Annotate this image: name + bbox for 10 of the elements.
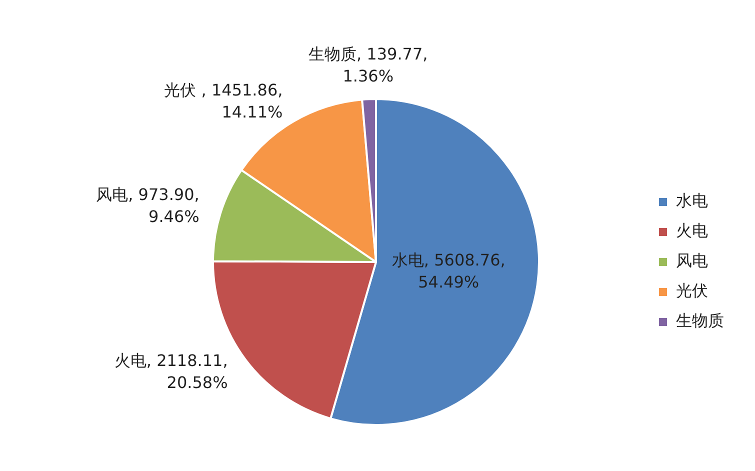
data-label: 生物质, 139.77, 1.36%: [308, 44, 428, 86]
data-label: 火电, 2118.11, 20.58%: [114, 350, 228, 392]
data-label: 风电, 973.90, 9.46%: [96, 185, 200, 226]
legend-label: 火电: [676, 221, 708, 240]
legend-label: 光伏: [676, 281, 708, 300]
legend-label: 风电: [676, 251, 708, 270]
data-label: 光伏 , 1451.86, 14.11%: [164, 80, 283, 122]
legend-label: 生物质: [676, 311, 724, 330]
data-label: 水电, 5608.76, 54.49%: [392, 250, 506, 292]
legend-label: 水电: [676, 191, 708, 210]
